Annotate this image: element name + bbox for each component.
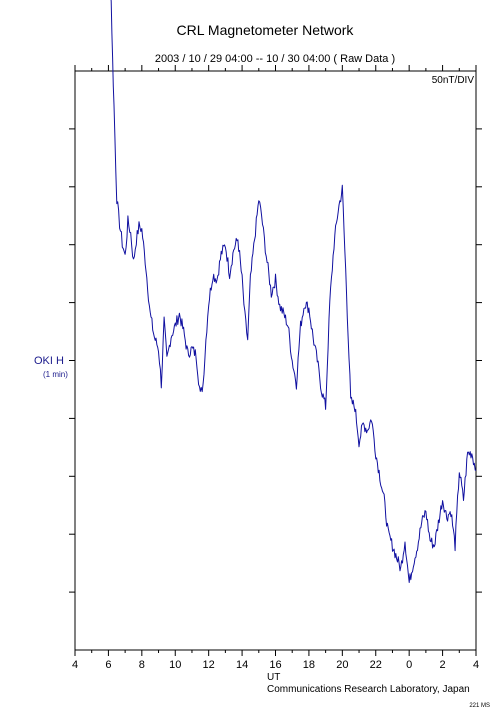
corner-mark: 221 MS — [469, 703, 490, 709]
credit-label: Communications Research Laboratory, Japa… — [267, 684, 470, 695]
x-tick-label: 12 — [203, 659, 215, 671]
plot-frame — [74, 70, 477, 651]
x-tick-label: 6 — [105, 659, 111, 671]
station-label: OKI H — [34, 355, 64, 367]
x-axis-label: UT — [267, 672, 281, 683]
x-tick-label: 0 — [406, 659, 412, 671]
chart-subtitle: 2003 / 10 / 29 04:00 -- 10 / 30 04:00 ( … — [154, 53, 396, 65]
axis-ticks — [69, 65, 482, 656]
x-tick-label: 18 — [303, 659, 315, 671]
x-tick-label: 2 — [440, 659, 446, 671]
x-tick-label: 16 — [269, 659, 281, 671]
x-tick-label: 14 — [236, 659, 248, 671]
chart-title: CRL Magnetometer Network — [176, 22, 354, 38]
x-tick-label: 22 — [370, 659, 382, 671]
x-tick-label: 4 — [473, 659, 479, 671]
scale-label: 50nT/DIV — [431, 75, 474, 86]
x-tick-label: 10 — [169, 659, 181, 671]
x-tick-label: 8 — [139, 659, 145, 671]
x-tick-label: 4 — [72, 659, 78, 671]
interval-label: (1 min) — [43, 370, 68, 379]
x-tick-labels: 4 6 8 10 12 14 16 18 20 22 0 2 4 — [72, 659, 479, 671]
x-tick-label: 20 — [336, 659, 348, 671]
oki-h-trace — [110, 0, 477, 583]
